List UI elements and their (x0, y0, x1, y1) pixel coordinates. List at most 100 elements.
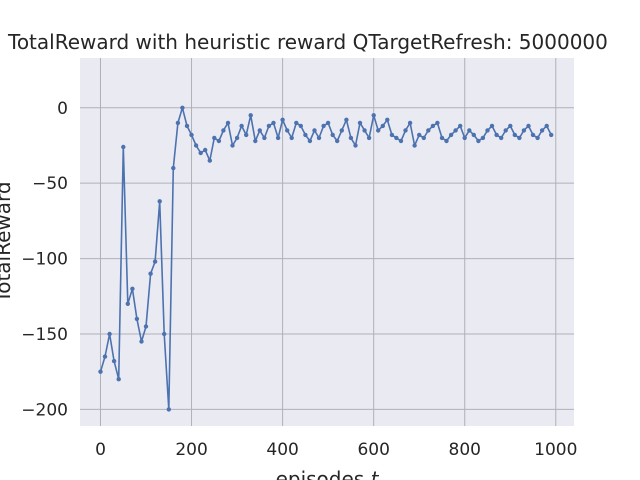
data-point (325, 120, 331, 126)
data-point (225, 120, 231, 126)
data-point (362, 128, 367, 133)
data-point (175, 120, 181, 126)
y-tick-label: 0 (57, 99, 68, 119)
data-point (467, 128, 472, 133)
data-point (539, 128, 545, 133)
data-point (98, 369, 103, 374)
data-point (376, 128, 381, 133)
data-point (230, 143, 235, 148)
data-point (244, 132, 249, 138)
data-point (298, 123, 303, 129)
y-tick-label: −50 (32, 174, 68, 194)
data-point (535, 135, 540, 141)
data-point (303, 132, 308, 138)
data-point (517, 135, 522, 141)
data-point (171, 165, 176, 171)
data-point (426, 128, 431, 133)
x-tick-label: 0 (95, 440, 106, 460)
data-point (266, 123, 272, 129)
data-point (476, 138, 481, 144)
data-point (330, 132, 335, 138)
data-point (207, 158, 212, 163)
data-point (421, 135, 426, 141)
data-point (121, 144, 126, 150)
data-point (499, 135, 504, 141)
data-point (417, 132, 422, 138)
data-point (471, 132, 476, 138)
data-point (239, 123, 244, 129)
data-point (389, 132, 395, 138)
x-tick-label: 400 (266, 440, 298, 460)
data-point (357, 120, 363, 126)
data-point (139, 339, 144, 344)
data-point (316, 135, 322, 141)
data-point (134, 316, 140, 322)
data-point (489, 123, 495, 129)
chart-title: TotalReward with heuristic reward QTarge… (7, 30, 608, 54)
data-point (503, 128, 508, 133)
x-axis-label: episodes t (276, 467, 380, 480)
data-point (198, 150, 203, 156)
data-point (102, 354, 108, 359)
series-line (99, 107, 552, 411)
data-point (262, 135, 267, 141)
data-point (339, 128, 344, 133)
data-point (403, 128, 408, 133)
data-point (407, 120, 413, 126)
data-point (321, 123, 326, 129)
data-point (275, 135, 281, 141)
data-point (462, 135, 467, 141)
data-point (253, 138, 258, 144)
data-point (549, 132, 554, 138)
data-point (494, 132, 499, 138)
data-point (458, 123, 463, 129)
x-tick-label: 1000 (534, 440, 577, 460)
data-point (162, 331, 167, 337)
data-point (184, 123, 190, 129)
data-point (344, 117, 349, 123)
data-point (371, 113, 376, 118)
data-point (257, 128, 262, 133)
data-point (430, 123, 436, 129)
y-tick-label: −200 (21, 400, 68, 420)
data-point (152, 259, 158, 264)
data-point (385, 117, 390, 123)
data-point (189, 132, 194, 138)
data-point (203, 147, 208, 153)
x-axis-label-variable: t (371, 467, 380, 480)
data-point (508, 123, 513, 129)
data-point (221, 128, 226, 133)
data-point (512, 132, 517, 138)
data-point (439, 135, 445, 141)
data-point (111, 358, 117, 364)
data-point (544, 123, 549, 129)
data-point (143, 324, 149, 329)
data-point (116, 377, 121, 382)
data-point (380, 123, 385, 129)
data-point (530, 132, 536, 138)
data-point (526, 123, 531, 129)
data-point (157, 199, 162, 204)
data-point (312, 128, 317, 133)
data-point (366, 135, 372, 141)
data-point (353, 143, 358, 148)
data-point (234, 135, 240, 141)
x-tick-label: 800 (449, 440, 481, 460)
data-point (480, 135, 486, 141)
data-point (148, 271, 153, 276)
series-markers (98, 105, 554, 412)
data-point (166, 407, 171, 412)
data-point (398, 138, 404, 144)
data-point (193, 143, 199, 148)
y-tick-label: −100 (21, 250, 68, 270)
data-point (448, 132, 454, 138)
data-point (107, 331, 112, 337)
x-tick-label: 200 (175, 440, 207, 460)
data-point (289, 135, 294, 141)
data-point (248, 113, 253, 118)
data-point (435, 120, 440, 126)
data-point (212, 135, 217, 141)
data-point (180, 105, 185, 111)
data-point (444, 138, 449, 144)
data-point (280, 117, 285, 123)
